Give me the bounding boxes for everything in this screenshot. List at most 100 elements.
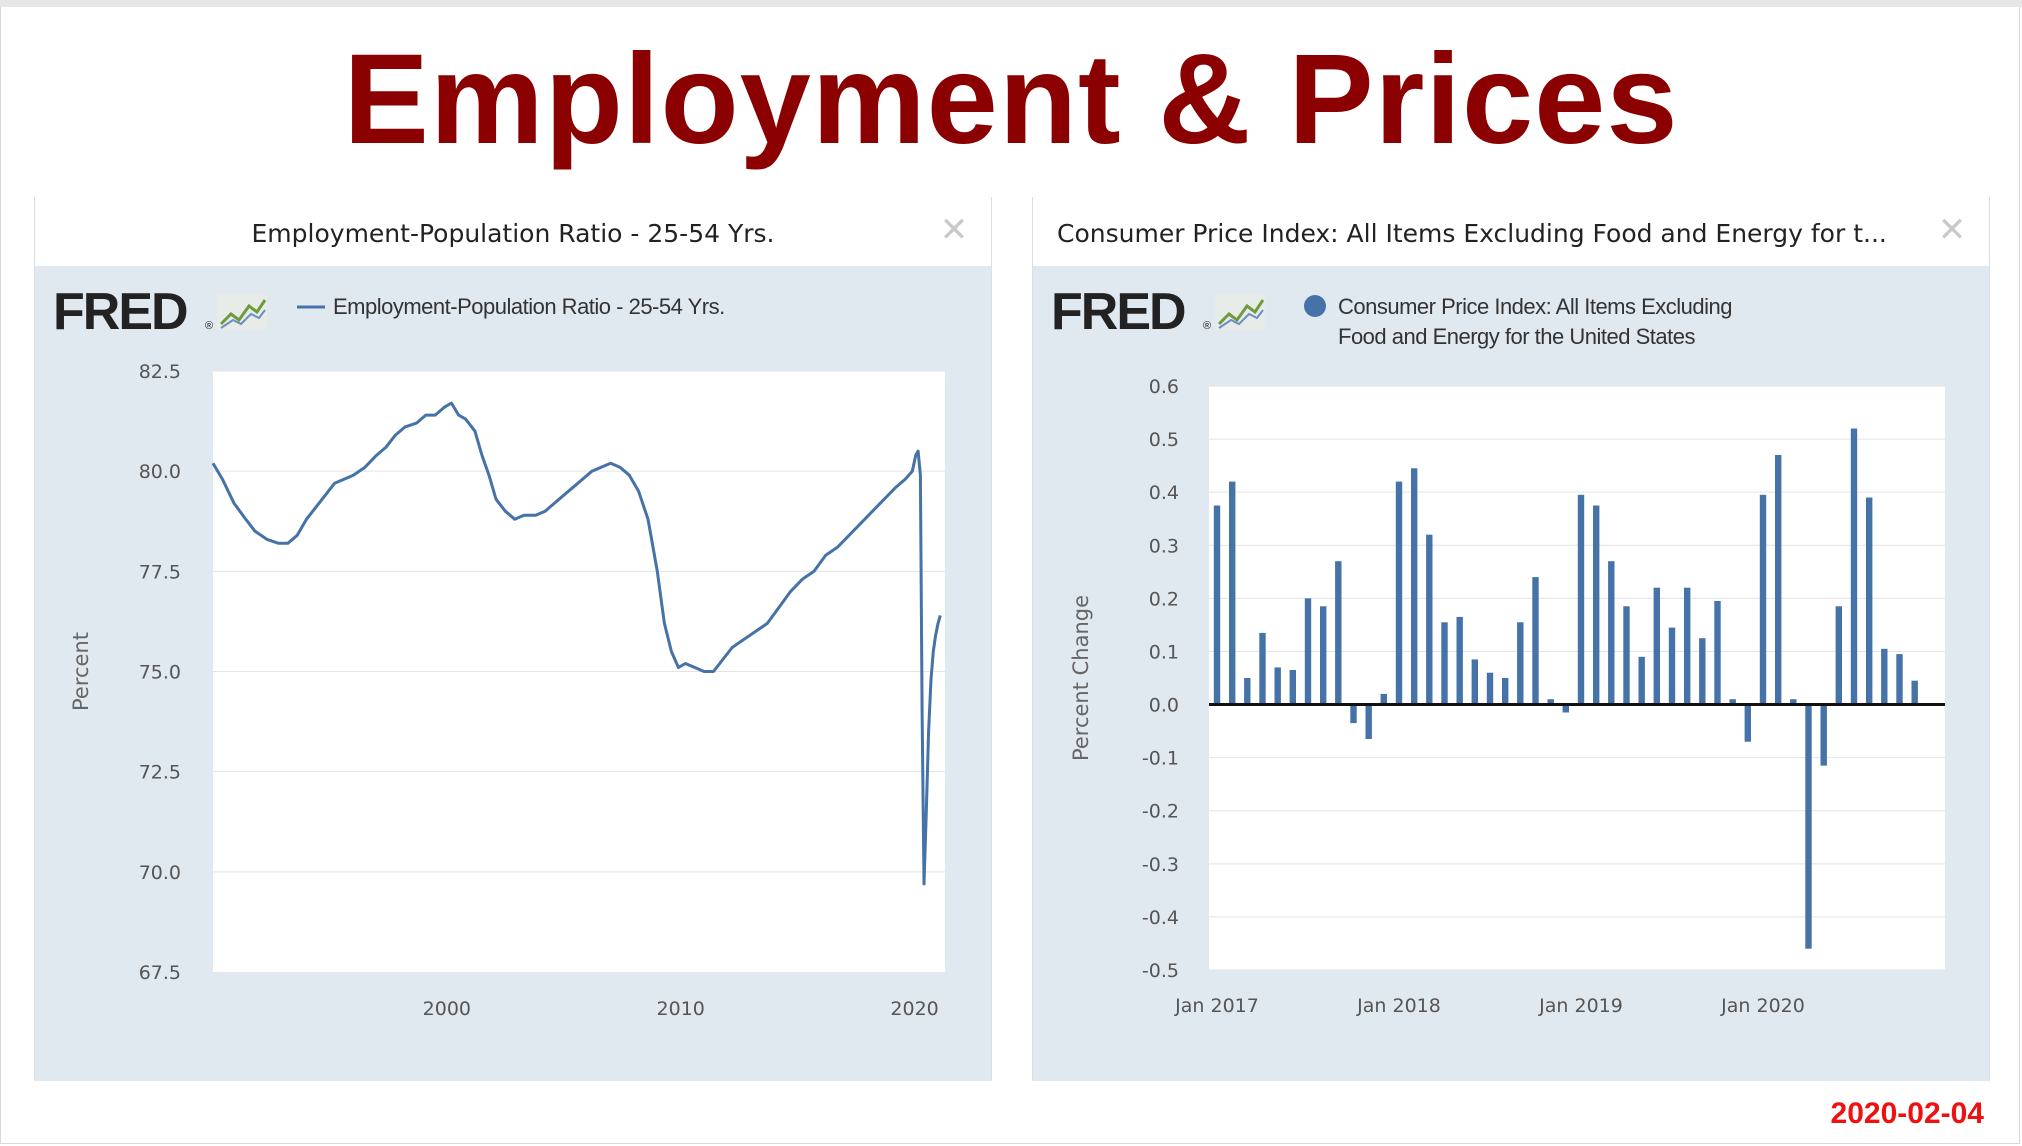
slide-title: Employment & Prices — [343, 28, 1679, 171]
bar — [1274, 667, 1281, 705]
bar — [1805, 704, 1812, 949]
y-tick-label: 0.4 — [1149, 482, 1179, 504]
y-tick-label: -0.1 — [1142, 748, 1179, 770]
y-tick-label: 77.5 — [139, 561, 181, 583]
x-tick-label: 2010 — [657, 998, 705, 1020]
bar — [1759, 494, 1767, 705]
bar — [1304, 598, 1312, 705]
panel-title: Employment-Population Ratio - 25-54 Yrs. — [251, 219, 775, 248]
x-tick-label: Jan 2018 — [1356, 995, 1441, 1017]
bar — [1365, 704, 1372, 739]
date-stamp: 2020-02-04 — [1830, 1097, 1984, 1130]
bar — [1335, 561, 1342, 705]
bar — [1517, 622, 1524, 705]
x-tick-label: Jan 2020 — [1720, 995, 1805, 1017]
chart-trend-icon — [1215, 294, 1265, 330]
bar — [1229, 481, 1236, 705]
panel-title: Consumer Price Index: All Items Excludin… — [1057, 219, 1887, 248]
y-tick-label: 0.3 — [1149, 535, 1179, 557]
bar — [1426, 534, 1433, 705]
bar — [1623, 606, 1630, 705]
fred-logo: FRED — [53, 283, 187, 341]
bar — [1699, 638, 1706, 705]
bar — [1547, 699, 1554, 705]
bar — [1668, 627, 1676, 705]
bar — [1259, 632, 1266, 705]
y-tick-label: -0.3 — [1142, 854, 1179, 876]
legend-swatch — [1304, 295, 1326, 317]
bar — [1502, 678, 1509, 705]
y-tick-label: 80.0 — [139, 461, 181, 483]
bar — [1850, 428, 1858, 705]
y-tick-label: 82.5 — [139, 361, 181, 383]
legend-label: Consumer Price Index: All Items Excludin… — [1338, 294, 1732, 319]
bar — [1486, 672, 1494, 705]
close-icon[interactable]: ✕ — [1937, 210, 1967, 250]
chart-area: FRED ® Employment-Population Ratio - 25-54… — [35, 266, 991, 1081]
bar — [1714, 601, 1721, 705]
bar — [1835, 606, 1842, 705]
bar — [1350, 704, 1357, 724]
y-tick-label: 0.5 — [1149, 429, 1179, 451]
bar — [1775, 455, 1782, 705]
cpi-panel: Consumer Price Index: All Items Excludin… — [1032, 197, 1990, 1081]
bar — [1441, 622, 1448, 705]
bar — [1562, 704, 1569, 713]
y-axis-label: Percent Change — [1069, 595, 1093, 761]
bar — [1866, 497, 1873, 705]
y-tick-label: 0.1 — [1149, 641, 1179, 663]
y-tick-label: 75.0 — [139, 662, 181, 684]
y-tick-label: 67.5 — [139, 962, 181, 984]
bar — [1456, 616, 1463, 705]
employment-chart: FRED ® Employment-Population Ratio - 25-54… — [53, 283, 945, 1020]
bar — [1881, 648, 1888, 705]
bar — [1244, 678, 1251, 705]
fred-registered-mark: ® — [205, 320, 213, 332]
plot-area — [1209, 386, 1945, 970]
bar — [1213, 505, 1221, 705]
bar — [1380, 693, 1387, 705]
x-tick-label: 2000 — [423, 998, 471, 1020]
bar — [1608, 561, 1615, 705]
legend-label: Employment-Population Ratio - 25-54 Yrs. — [333, 294, 725, 319]
y-tick-label: -0.5 — [1142, 960, 1179, 982]
bar — [1289, 670, 1296, 705]
y-axis-label: Percent — [69, 632, 93, 711]
bar — [1577, 494, 1585, 705]
legend-label: Food and Energy for the United States — [1338, 324, 1695, 349]
bar — [1395, 481, 1403, 705]
y-tick-label: -0.2 — [1142, 801, 1179, 823]
bar — [1684, 587, 1691, 705]
bar — [1593, 505, 1600, 705]
fred-logo: FRED — [1051, 283, 1185, 341]
chart-trend-icon — [217, 294, 267, 330]
y-tick-label: -0.4 — [1142, 907, 1179, 929]
bar — [1532, 577, 1539, 705]
bar — [1320, 606, 1327, 705]
y-tick-label: 0.0 — [1149, 695, 1179, 717]
bar — [1820, 704, 1827, 766]
bar — [1729, 699, 1736, 705]
bar — [1411, 468, 1418, 705]
y-tick-label: 72.5 — [139, 762, 181, 784]
x-tick-label: Jan 2019 — [1538, 995, 1623, 1017]
y-tick-label: 0.6 — [1149, 376, 1179, 398]
bar — [1911, 680, 1918, 705]
x-tick-label: Jan 2017 — [1174, 995, 1259, 1017]
employment-panel: Employment-Population Ratio - 25-54 Yrs.… — [34, 197, 992, 1081]
cpi-chart: FRED ® Consumer Price Index: All Items Exc… — [1051, 283, 1945, 1017]
bar — [1744, 704, 1751, 742]
top-strip — [0, 0, 2022, 7]
x-tick-label: 2020 — [890, 998, 938, 1020]
bar — [1638, 656, 1645, 705]
fred-registered-mark: ® — [1203, 320, 1211, 332]
y-tick-label: 70.0 — [139, 862, 181, 884]
y-tick-label: 0.2 — [1149, 588, 1179, 610]
series-line — [211, 401, 942, 886]
bar — [1790, 699, 1797, 705]
chart-area: FRED ® Consumer Price Index: All Items Exc… — [1033, 266, 1989, 1081]
bar — [1471, 659, 1478, 705]
close-icon[interactable]: ✕ — [939, 210, 969, 250]
bar — [1653, 587, 1660, 705]
bar — [1896, 654, 1903, 705]
